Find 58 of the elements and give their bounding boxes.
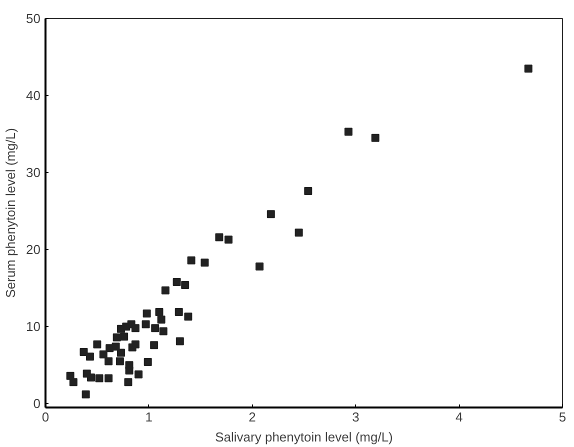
point <box>215 233 224 242</box>
point <box>184 312 192 321</box>
point <box>112 342 120 351</box>
y-axis-title: Serum phenytoin level (mg/L) <box>3 128 18 298</box>
x-tick-label: 2 <box>248 410 256 424</box>
x-tick-label: 4 <box>455 410 463 424</box>
point <box>93 340 102 348</box>
point <box>104 357 113 366</box>
point <box>120 332 128 341</box>
y-tick-label: 10 <box>26 319 41 334</box>
point <box>172 278 181 286</box>
point <box>304 187 312 196</box>
x-tick-label: 3 <box>352 410 360 424</box>
point <box>131 340 140 348</box>
point <box>155 308 164 316</box>
y-tick-label: 40 <box>26 88 41 104</box>
point <box>150 341 158 350</box>
point <box>80 348 88 356</box>
x-tick-label: 1 <box>145 410 153 424</box>
point <box>200 258 209 267</box>
point <box>99 350 108 358</box>
y-tick-label: 30 <box>26 165 41 180</box>
point <box>69 378 78 386</box>
point <box>142 310 151 318</box>
point <box>224 236 233 244</box>
point <box>159 327 168 336</box>
y-tick-label: 20 <box>26 242 41 258</box>
point <box>104 374 113 382</box>
point <box>187 256 196 264</box>
point <box>151 324 160 332</box>
point <box>266 210 275 218</box>
point <box>112 333 121 342</box>
point <box>176 337 184 346</box>
point <box>256 262 264 271</box>
point <box>116 357 124 366</box>
x-axis-title: Salivary phenytoin level (mg/L) <box>215 430 393 444</box>
point <box>142 320 150 328</box>
point <box>157 316 166 324</box>
point <box>124 378 132 386</box>
point <box>294 228 303 237</box>
point <box>116 348 125 357</box>
point <box>371 134 380 142</box>
point <box>181 281 190 290</box>
point <box>344 128 352 136</box>
y-tick-label: 50 <box>26 11 41 26</box>
point <box>144 358 152 366</box>
point <box>131 324 140 332</box>
point <box>524 64 532 73</box>
point <box>82 390 90 398</box>
point <box>134 370 143 378</box>
y-tick-label: 0 <box>33 396 41 412</box>
point <box>174 308 183 316</box>
point <box>86 352 94 361</box>
point <box>95 374 104 382</box>
point <box>86 373 95 382</box>
point <box>125 366 134 375</box>
x-tick-label: 5 <box>558 410 566 424</box>
point <box>161 286 170 294</box>
